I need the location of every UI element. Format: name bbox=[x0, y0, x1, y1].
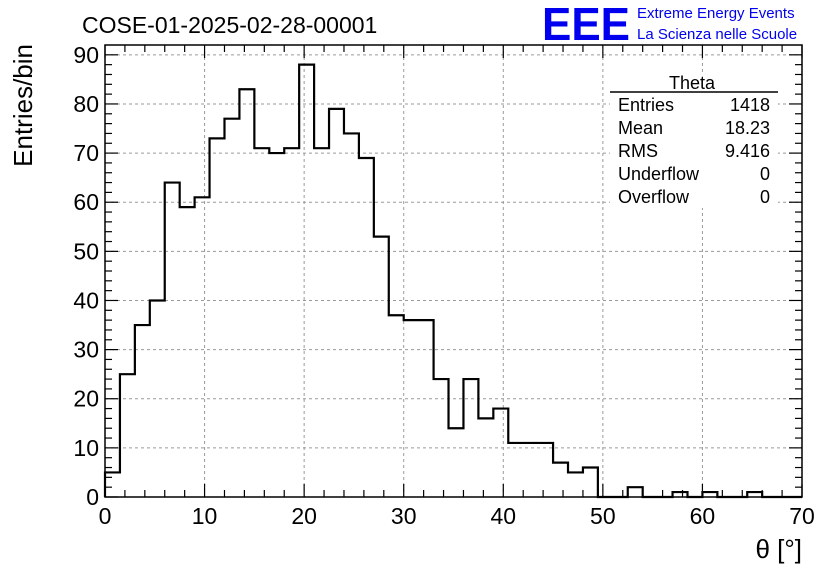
x-axis-label: θ [°] bbox=[755, 534, 802, 564]
stats-row-label: Entries bbox=[618, 95, 674, 115]
x-tick-label: 40 bbox=[490, 503, 516, 529]
y-tick-label: 50 bbox=[73, 238, 99, 264]
eee-logo: EEE Extreme Energy Events La Scienza nel… bbox=[542, 0, 797, 50]
histogram-bin bbox=[210, 138, 225, 497]
stats-row-value: 0 bbox=[760, 187, 770, 207]
stats-row-value: 0 bbox=[760, 164, 770, 184]
y-axis-label: Entries/bin bbox=[8, 44, 38, 167]
grid-lines bbox=[105, 45, 802, 497]
eee-logo-letters: EEE bbox=[542, 0, 630, 50]
x-tick-label: 30 bbox=[391, 503, 417, 529]
histogram-bin bbox=[269, 153, 284, 497]
histogram-bin bbox=[538, 443, 553, 497]
histogram-bin bbox=[359, 158, 374, 497]
stats-row-value: 9.416 bbox=[725, 141, 770, 161]
histogram-bin bbox=[523, 443, 538, 497]
histogram-bin bbox=[135, 325, 150, 497]
y-tick-label: 30 bbox=[73, 337, 99, 363]
x-tick-label: 0 bbox=[99, 503, 112, 529]
histogram-bin bbox=[673, 492, 688, 497]
y-tick-label: 70 bbox=[73, 140, 99, 166]
y-tick-label: 90 bbox=[73, 42, 99, 68]
histogram-bin bbox=[702, 492, 717, 497]
stats-row-value: 1418 bbox=[730, 95, 770, 115]
histogram-bin bbox=[284, 148, 299, 497]
stats-box: Theta Entries 1418 Mean 18.23 RMS 9.416 Underf… bbox=[610, 72, 778, 208]
histogram-line bbox=[103, 63, 802, 499]
histogram-bin bbox=[165, 183, 180, 497]
histogram-bin bbox=[404, 320, 419, 497]
histogram-bin bbox=[344, 133, 359, 497]
histogram-bin bbox=[224, 119, 239, 497]
histogram-bin bbox=[195, 197, 210, 497]
histogram-bin bbox=[329, 109, 344, 497]
stats-row-label: Underflow bbox=[618, 164, 700, 184]
y-tick-label: 20 bbox=[73, 386, 99, 412]
stats-row-value: 18.23 bbox=[725, 118, 770, 138]
histogram-bin bbox=[583, 468, 598, 497]
histogram-bin bbox=[628, 487, 643, 497]
stats-row-label: RMS bbox=[618, 141, 658, 161]
x-tick-label: 50 bbox=[590, 503, 616, 529]
histogram-bin bbox=[463, 379, 478, 497]
histogram-bin bbox=[105, 472, 120, 497]
histogram-bin bbox=[434, 379, 449, 497]
histogram-bin bbox=[180, 207, 195, 497]
histogram-bin bbox=[747, 492, 762, 497]
stats-row-label: Overflow bbox=[618, 187, 690, 207]
histogram-bin bbox=[239, 89, 254, 497]
histogram-bin bbox=[478, 418, 493, 497]
x-tick-label: 20 bbox=[291, 503, 317, 529]
histogram-bin bbox=[254, 148, 269, 497]
stats-box-background bbox=[610, 72, 778, 208]
histogram-bin bbox=[374, 237, 389, 497]
histogram-bin bbox=[568, 472, 583, 497]
axes: 0 10 20 30 40 50 60 70 0 10 20 30 40 50 60 70 80 90 bbox=[73, 42, 814, 529]
x-tick-label: 70 bbox=[789, 503, 815, 529]
y-tick-label: 40 bbox=[73, 287, 99, 313]
histogram-bin bbox=[553, 463, 568, 497]
y-tick-label: 60 bbox=[73, 189, 99, 215]
histogram-bin bbox=[449, 428, 464, 497]
eee-logo-line1: Extreme Energy Events bbox=[637, 5, 795, 22]
histogram-bin bbox=[508, 443, 523, 497]
histogram-bin bbox=[419, 320, 434, 497]
y-tick-label: 10 bbox=[73, 435, 99, 461]
histogram-bin bbox=[493, 409, 508, 497]
y-tick-label: 80 bbox=[73, 91, 99, 117]
stats-box-title: Theta bbox=[669, 73, 716, 93]
histogram-bin bbox=[150, 300, 165, 497]
histogram-series bbox=[103, 63, 802, 499]
histogram-bin bbox=[389, 315, 404, 497]
eee-logo-line2: La Scienza nelle Scuole bbox=[637, 26, 797, 43]
histogram-bin bbox=[120, 374, 135, 497]
y-tick-label: 0 bbox=[86, 484, 99, 510]
x-tick-label: 60 bbox=[690, 503, 716, 529]
histogram-bin bbox=[314, 148, 329, 497]
x-tick-label: 10 bbox=[192, 503, 218, 529]
chart-title: COSE-01-2025-02-28-00001 bbox=[82, 12, 377, 38]
stats-row-label: Mean bbox=[618, 118, 663, 138]
histogram-bin bbox=[299, 65, 314, 497]
